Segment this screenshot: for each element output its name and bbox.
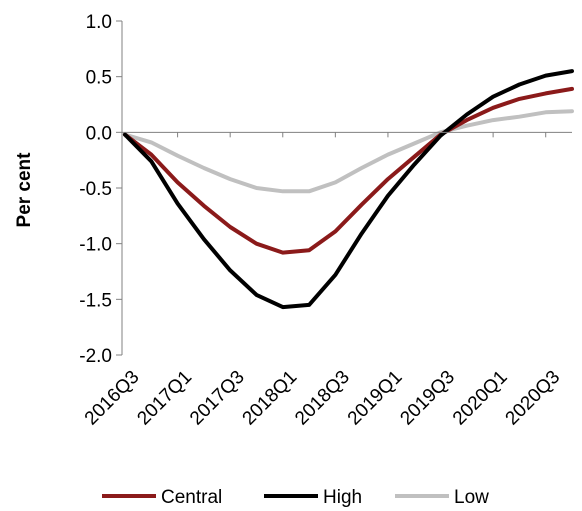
x-tick-label: 2018Q3 [291, 367, 354, 430]
legend-label-central: Central [161, 487, 222, 508]
x-tick-label: 2017Q3 [186, 367, 249, 430]
x-axis-ticks: 2016Q32017Q12017Q32018Q12018Q32019Q12019… [81, 132, 564, 429]
x-tick-label: 2020Q3 [502, 367, 565, 430]
y-tick-label: 0.5 [86, 68, 112, 89]
x-tick-label: 2019Q3 [396, 367, 459, 430]
legend: Central High Low [102, 487, 489, 508]
x-tick-label: 2018Q1 [239, 367, 302, 430]
legend-label-high: High [323, 487, 362, 508]
series-line-low [123, 109, 574, 194]
y-tick-label: -1.0 [79, 235, 112, 256]
x-tick-label: 2017Q1 [133, 367, 196, 430]
series-line-central [123, 86, 574, 255]
x-tick-label: 2016Q3 [81, 367, 144, 430]
y-tick-label: -1.5 [79, 290, 112, 311]
legend-label-low: Low [454, 487, 489, 508]
y-axis-title: Per cent [14, 152, 35, 228]
x-tick-label: 2019Q1 [344, 367, 407, 430]
y-axis-ticks: 1.0 0.5 0.0 -0.5 -1.0 -1.5 -2.0 [79, 12, 122, 367]
series-lines [123, 69, 574, 310]
y-tick-label: 1.0 [86, 12, 112, 33]
y-tick-label: -0.5 [79, 179, 112, 200]
series-line-high [123, 69, 574, 310]
y-tick-label: 0.0 [86, 123, 112, 144]
y-tick-label: -2.0 [79, 346, 112, 367]
x-tick-label: 2020Q1 [449, 367, 512, 430]
